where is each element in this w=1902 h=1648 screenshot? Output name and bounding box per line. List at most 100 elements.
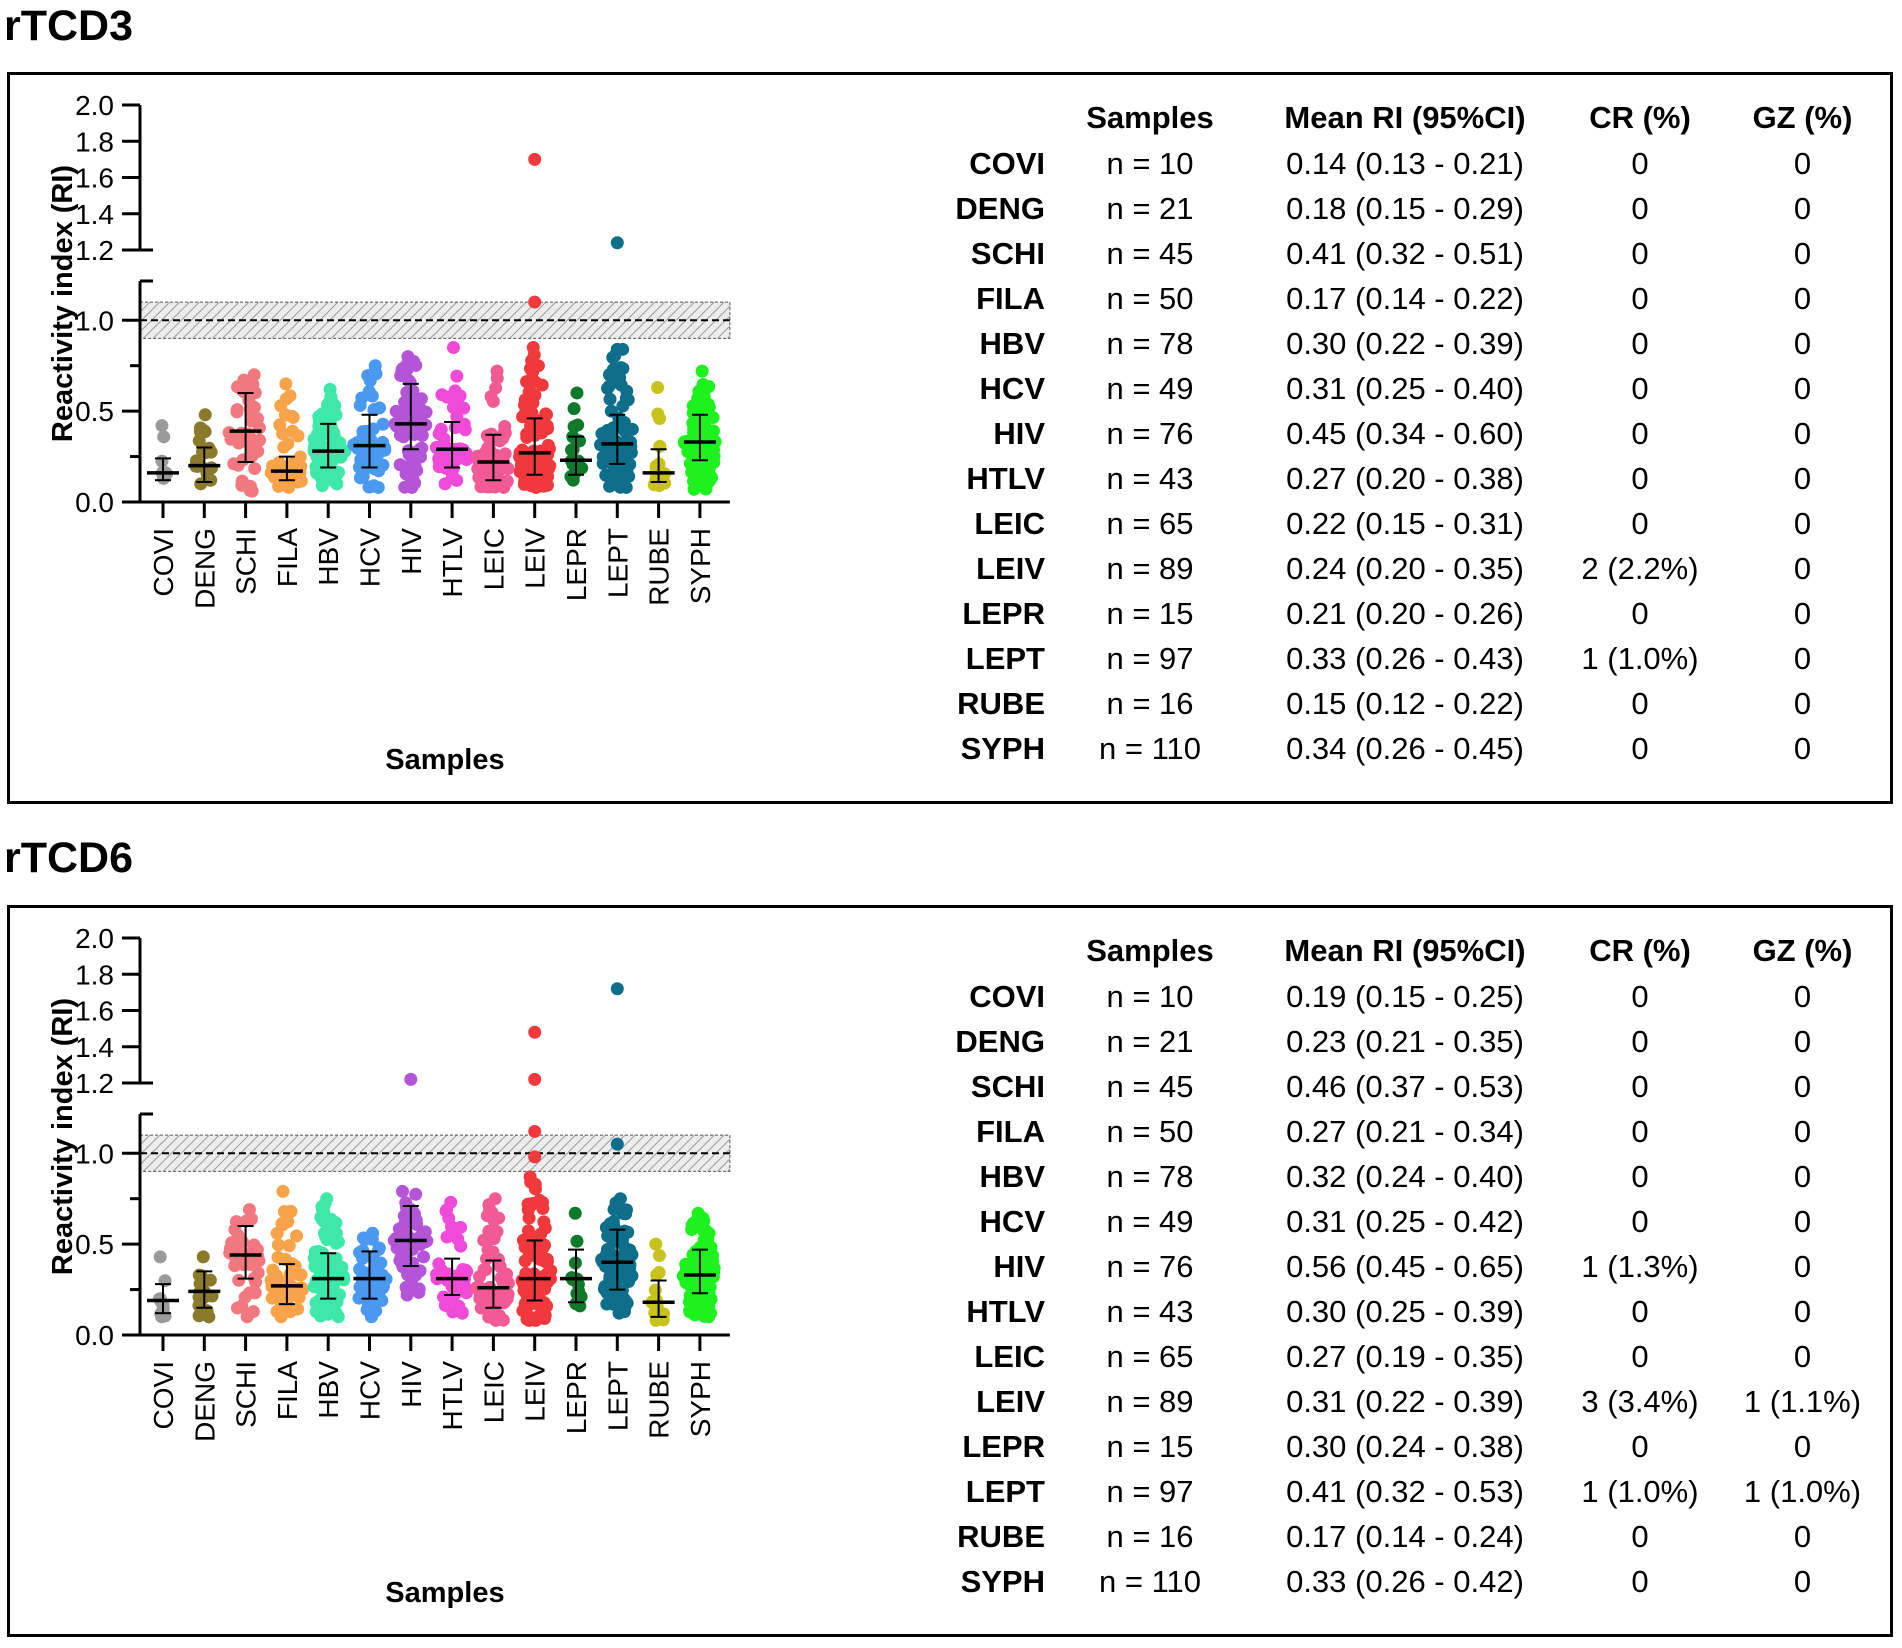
x-tick-label: LEIV xyxy=(520,1361,551,1422)
x-tick-label: SCHI xyxy=(231,528,262,595)
table-cell: 0.46 (0.37 - 0.53) xyxy=(1286,1068,1524,1104)
table-cell: 0 xyxy=(1793,190,1812,226)
row-label: HBV xyxy=(979,325,1045,361)
table-cell: n = 76 xyxy=(1106,1248,1194,1284)
table-cell: 0.27 (0.19 - 0.35) xyxy=(1286,1338,1524,1374)
series-leic xyxy=(470,1192,515,1327)
data-point xyxy=(618,1224,632,1238)
table-header-cell: Mean RI (95%CI) xyxy=(1284,933,1526,968)
data-point xyxy=(363,374,377,388)
table-row: LEPR n = 15 0.30 (0.24 - 0.38) 0 0 xyxy=(910,1424,1880,1469)
dot-plot: 0.0 0.5 1.0 1.2 1.4 1.6 1.8 2.0 Reactivity index… xyxy=(47,923,731,1609)
data-point xyxy=(594,438,608,452)
table-cell: 1 (1.0%) xyxy=(1581,640,1699,676)
data-point xyxy=(651,407,665,421)
data-point xyxy=(490,371,504,385)
data-point xyxy=(239,1214,253,1228)
table-cell: 1 (1.1%) xyxy=(1743,1383,1862,1419)
row-label: SYPH xyxy=(960,1563,1045,1599)
row-label: DENG xyxy=(955,1023,1045,1059)
data-point xyxy=(446,341,460,355)
row-label: LEPT xyxy=(965,1473,1045,1509)
data-point xyxy=(291,475,305,489)
data-point xyxy=(390,419,404,433)
table-cell: n = 65 xyxy=(1106,505,1194,541)
data-point xyxy=(622,1275,636,1289)
data-point xyxy=(706,424,720,438)
x-tick-label: LEPT xyxy=(602,528,633,598)
data-point xyxy=(273,418,287,432)
table-cell: 0 xyxy=(1631,1293,1649,1329)
data-point xyxy=(520,475,534,489)
table-cell: 0 xyxy=(1631,415,1649,451)
table-row: FILA n = 50 0.27 (0.21 - 0.34) 0 0 xyxy=(910,1109,1880,1154)
data-point xyxy=(500,474,514,488)
grey-zone-band xyxy=(139,301,731,339)
data-point xyxy=(376,417,390,431)
y-tick-label: 1.0 xyxy=(75,305,114,336)
data-point xyxy=(329,1236,343,1250)
data-point xyxy=(603,1271,617,1285)
series-hiv xyxy=(388,350,433,494)
data-point xyxy=(496,1313,510,1327)
data-point xyxy=(604,474,618,488)
data-point xyxy=(155,419,169,433)
table-cell: 0 xyxy=(1793,1293,1812,1329)
data-point xyxy=(352,1291,366,1305)
table-header-cell: Samples xyxy=(1086,100,1214,135)
data-point xyxy=(153,1250,167,1264)
table-cell: 0.22 (0.15 - 0.31) xyxy=(1286,505,1524,541)
table-cell: n = 76 xyxy=(1106,415,1194,451)
data-point xyxy=(649,1237,663,1251)
table-cell: 0 xyxy=(1793,1068,1812,1104)
table-cell: n = 43 xyxy=(1106,1293,1194,1329)
data-point xyxy=(308,1245,322,1259)
table-cell: 0 xyxy=(1631,325,1649,361)
data-point xyxy=(687,422,701,436)
data-point xyxy=(314,471,328,485)
data-point xyxy=(408,1268,422,1282)
data-point xyxy=(192,1290,206,1304)
data-point xyxy=(445,469,459,483)
table-cell: 0.32 (0.24 - 0.40) xyxy=(1286,1158,1524,1194)
data-point xyxy=(355,391,369,405)
data-point xyxy=(412,1285,426,1299)
table-cell: 2 (2.2%) xyxy=(1581,550,1699,586)
row-label: FILA xyxy=(976,1113,1045,1149)
data-point xyxy=(367,403,381,417)
data-point xyxy=(288,1259,302,1273)
data-point xyxy=(570,1234,584,1248)
data-point xyxy=(567,402,581,416)
data-point xyxy=(493,461,507,475)
data-point xyxy=(409,358,423,372)
table-cell: 0 xyxy=(1631,595,1649,631)
data-point xyxy=(658,476,672,490)
data-point xyxy=(326,1279,340,1293)
data-point xyxy=(198,408,212,422)
series-leiv xyxy=(515,1025,558,1327)
data-point xyxy=(706,411,720,425)
outlier-point xyxy=(528,152,542,166)
data-point xyxy=(222,426,236,440)
data-point xyxy=(432,460,446,474)
table-header-cell xyxy=(910,928,1045,974)
outlier-point xyxy=(528,1025,542,1039)
data-point xyxy=(155,454,169,468)
x-tick-label: LEIV xyxy=(520,528,551,589)
data-point xyxy=(454,1239,468,1253)
table-cell: n = 65 xyxy=(1106,1338,1194,1374)
table-cell: n = 21 xyxy=(1106,190,1194,226)
data-point xyxy=(323,395,337,409)
data-point xyxy=(266,1263,280,1277)
table-cell: 0 xyxy=(1793,1563,1812,1599)
x-tick-label: DENG xyxy=(189,1361,220,1442)
table-cell: 0.41 (0.32 - 0.53) xyxy=(1286,1473,1524,1509)
row-label: RUBE xyxy=(957,1518,1045,1554)
row-label: SYPH xyxy=(960,730,1045,766)
table-cell: 0 xyxy=(1793,145,1812,181)
table-row: LEPR n = 15 0.21 (0.20 - 0.26) 0 0 xyxy=(910,591,1880,636)
x-tick-label: HTLV xyxy=(437,1361,468,1431)
data-point xyxy=(543,459,557,473)
table-cell: 0 xyxy=(1793,1023,1812,1059)
table-row: RUBE n = 16 0.17 (0.14 - 0.24) 0 0 xyxy=(910,1514,1880,1559)
